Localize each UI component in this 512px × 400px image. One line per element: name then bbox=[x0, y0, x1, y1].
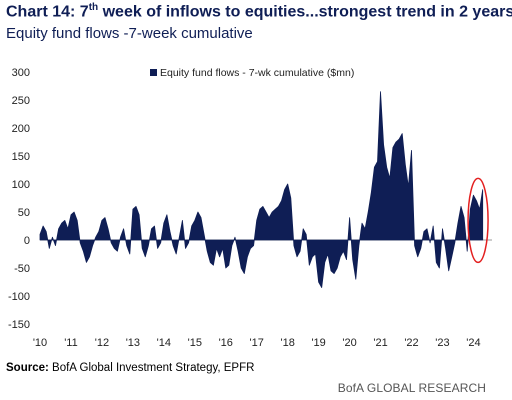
y-tick-label: 50 bbox=[18, 207, 30, 219]
legend: Equity fund flows - 7-wk cumulative ($mn… bbox=[150, 67, 354, 79]
y-tick-label: 0 bbox=[24, 235, 30, 247]
series-group bbox=[39, 91, 484, 288]
chart-subtitle: Equity fund flows -7-week cumulative bbox=[6, 25, 253, 42]
highlight-circle bbox=[467, 177, 489, 264]
y-tick-label: 150 bbox=[12, 151, 30, 163]
y-axis-tick-labels: -150 -100 -50 0 50 100 150 200 250 300 bbox=[8, 67, 30, 331]
x-tick-label: '17 bbox=[250, 337, 264, 349]
x-tick-label: '20 bbox=[342, 337, 356, 349]
source-note: Source: BofA Global Investment Strategy,… bbox=[6, 362, 255, 374]
x-tick-label: '16 bbox=[219, 337, 233, 349]
y-tick-label: -50 bbox=[14, 263, 30, 275]
title-superscript: th bbox=[88, 2, 99, 13]
x-axis-tick-labels: '10 '11 '12 '13 '14 '15 '16 '17 '18 '19 '20 '21 '22 '… bbox=[33, 337, 481, 349]
x-tick-label: '11 bbox=[64, 337, 78, 349]
y-tick-label: 100 bbox=[12, 179, 30, 191]
x-tick-label: '21 bbox=[373, 337, 387, 349]
legend-label: Equity fund flows - 7-wk cumulative ($mn… bbox=[160, 67, 354, 79]
y-tick-label: -150 bbox=[8, 319, 30, 331]
y-tick-label: 300 bbox=[12, 67, 30, 79]
chart-title: Chart 14: 7th week of inflows to equitie… bbox=[6, 2, 512, 21]
x-tick-label: '23 bbox=[435, 337, 449, 349]
x-tick-label: '12 bbox=[95, 337, 109, 349]
x-tick-label: '24 bbox=[466, 337, 480, 349]
x-tick-label: '15 bbox=[188, 337, 202, 349]
x-tick-label: '13 bbox=[126, 337, 140, 349]
x-tick-label: '18 bbox=[280, 337, 294, 349]
x-tick-label: '14 bbox=[157, 337, 171, 349]
legend-swatch bbox=[150, 69, 157, 76]
x-tick-label: '19 bbox=[311, 337, 325, 349]
y-tick-label: -100 bbox=[8, 291, 30, 303]
y-tick-label: 200 bbox=[12, 123, 30, 135]
brand-label: BofA GLOBAL RESEARCH bbox=[337, 381, 486, 395]
x-tick-label: '10 bbox=[33, 337, 47, 349]
series-area bbox=[39, 91, 484, 288]
x-tick-label: '22 bbox=[404, 337, 418, 349]
y-tick-label: 250 bbox=[12, 95, 30, 107]
